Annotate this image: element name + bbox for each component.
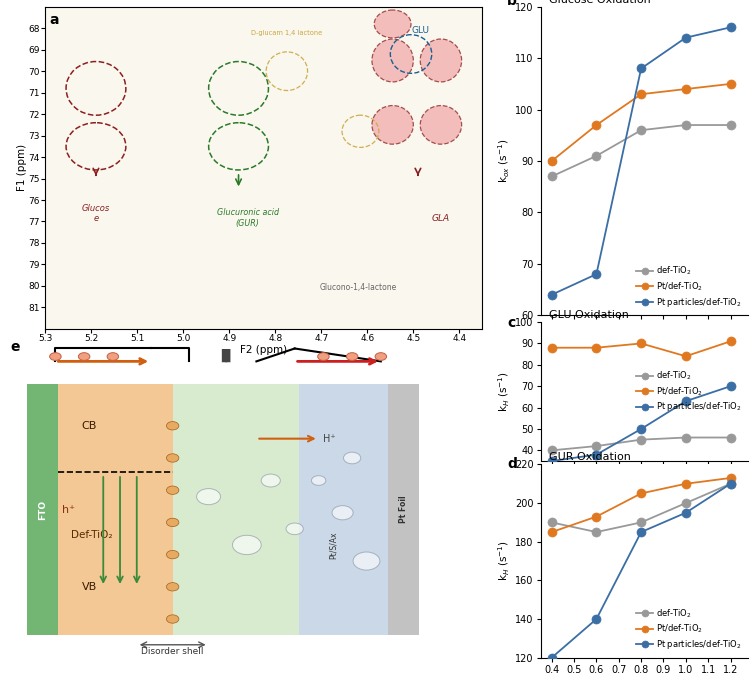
Text: D-glucam 1,4 lactone: D-glucam 1,4 lactone bbox=[251, 30, 323, 36]
Text: b: b bbox=[507, 0, 517, 8]
Text: ▐▌: ▐▌ bbox=[215, 348, 235, 361]
Circle shape bbox=[353, 552, 380, 570]
Ellipse shape bbox=[420, 39, 462, 82]
Text: GUR Oxidation: GUR Oxidation bbox=[549, 452, 631, 462]
Text: Glucose Oxidation: Glucose Oxidation bbox=[549, 0, 651, 5]
Text: GLU Oxidation: GLU Oxidation bbox=[549, 310, 629, 320]
Text: c: c bbox=[507, 317, 516, 330]
Y-axis label: F1 (ppm): F1 (ppm) bbox=[17, 144, 27, 191]
Circle shape bbox=[332, 506, 353, 520]
Circle shape bbox=[318, 353, 329, 361]
X-axis label: F2 (ppm): F2 (ppm) bbox=[240, 345, 287, 355]
Text: Glucos
e: Glucos e bbox=[82, 204, 110, 224]
Text: FTO: FTO bbox=[38, 500, 47, 519]
Bar bbox=[299, 384, 388, 635]
Text: Def-TiO₂: Def-TiO₂ bbox=[70, 530, 112, 540]
Text: h⁺: h⁺ bbox=[62, 504, 76, 515]
Bar bbox=[57, 384, 172, 635]
Circle shape bbox=[233, 536, 261, 555]
Circle shape bbox=[50, 353, 61, 361]
Circle shape bbox=[166, 486, 179, 494]
Bar bbox=[172, 384, 299, 635]
Text: VB: VB bbox=[82, 582, 97, 592]
Circle shape bbox=[166, 454, 179, 462]
Circle shape bbox=[286, 523, 303, 535]
Text: Pt Foil: Pt Foil bbox=[399, 496, 408, 523]
Legend: def-TiO$_2$, Pt/def-TiO$_2$, Pt particles/def-TiO$_2$: def-TiO$_2$, Pt/def-TiO$_2$, Pt particle… bbox=[634, 605, 744, 654]
Circle shape bbox=[343, 452, 361, 464]
Circle shape bbox=[166, 518, 179, 527]
Legend: def-TiO$_2$, Pt/def-TiO$_2$, Pt particles/def-TiO$_2$: def-TiO$_2$, Pt/def-TiO$_2$, Pt particle… bbox=[634, 262, 744, 311]
Y-axis label: k$_{H}$ (s$^{-1}$): k$_{H}$ (s$^{-1}$) bbox=[497, 371, 513, 412]
Circle shape bbox=[107, 353, 119, 361]
Circle shape bbox=[311, 476, 326, 485]
Circle shape bbox=[166, 422, 179, 430]
Circle shape bbox=[346, 353, 358, 361]
Circle shape bbox=[197, 489, 221, 504]
Text: Pt/S/Ax: Pt/S/Ax bbox=[328, 531, 337, 559]
Text: GLA: GLA bbox=[432, 214, 450, 224]
Ellipse shape bbox=[372, 106, 414, 144]
Circle shape bbox=[166, 615, 179, 623]
Y-axis label: k$_{ox}$ (s$^{-1}$): k$_{ox}$ (s$^{-1}$) bbox=[497, 139, 513, 183]
Text: a: a bbox=[50, 14, 59, 27]
Text: Glucuronic acid
(GUR): Glucuronic acid (GUR) bbox=[217, 208, 279, 228]
Text: Disorder shell: Disorder shell bbox=[141, 647, 204, 656]
Circle shape bbox=[375, 353, 386, 361]
Circle shape bbox=[261, 474, 280, 487]
Text: GLU: GLU bbox=[411, 26, 429, 35]
Text: d: d bbox=[507, 457, 517, 471]
Legend: def-TiO$_2$, Pt/def-TiO$_2$, Pt particles/def-TiO$_2$: def-TiO$_2$, Pt/def-TiO$_2$, Pt particle… bbox=[634, 367, 744, 416]
Ellipse shape bbox=[374, 10, 411, 38]
Bar bbox=[26, 384, 57, 635]
Bar bbox=[388, 384, 419, 635]
Text: Glucono-1,4-lactone: Glucono-1,4-lactone bbox=[320, 283, 397, 292]
Circle shape bbox=[166, 582, 179, 591]
Ellipse shape bbox=[372, 39, 414, 82]
Text: e: e bbox=[10, 340, 20, 355]
Circle shape bbox=[166, 551, 179, 559]
Text: H⁺: H⁺ bbox=[324, 434, 336, 443]
Y-axis label: k$_{H}$ (s$^{-1}$): k$_{H}$ (s$^{-1}$) bbox=[497, 540, 513, 582]
Ellipse shape bbox=[420, 106, 462, 144]
Text: CB: CB bbox=[82, 421, 97, 431]
Circle shape bbox=[79, 353, 90, 361]
